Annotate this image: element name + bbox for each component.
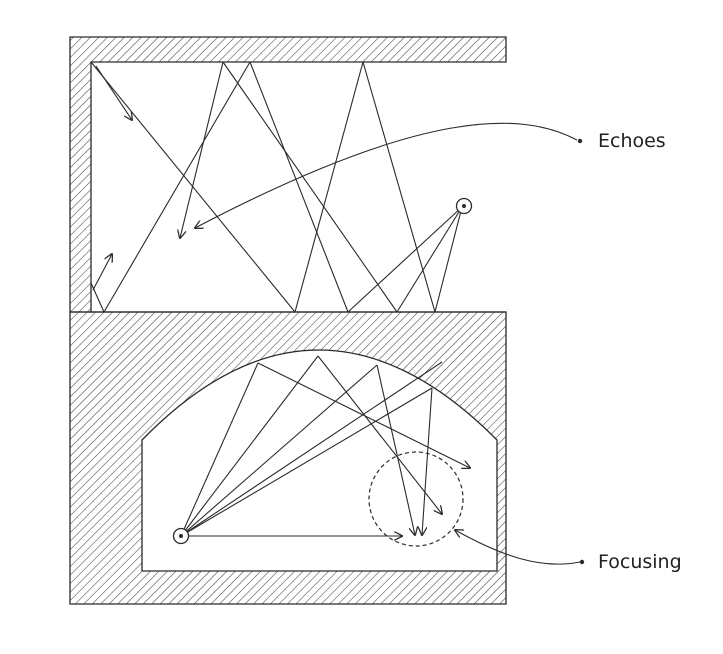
echo-rays [90,61,463,313]
focusing-rays [180,355,470,536]
echoes-leader-line [195,122,578,228]
focusing-leader-line [455,530,581,565]
echoes-leader-dot [577,138,583,144]
sound-source-bottom [172,527,190,545]
sound-source-top [455,197,473,215]
focus-zone-circle [368,451,464,547]
echoes-label: Echoes [598,130,666,152]
top-room-wall [69,36,507,313]
focusing-label: Focusing [598,551,682,573]
focusing-leader-dot [579,559,585,565]
bottom-room-wall [69,311,507,605]
